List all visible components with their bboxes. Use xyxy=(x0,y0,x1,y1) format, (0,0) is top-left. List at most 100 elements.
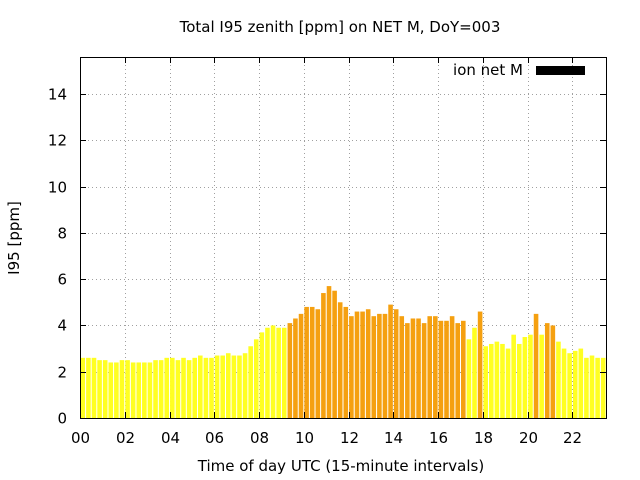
bar xyxy=(371,316,377,418)
bar xyxy=(136,362,142,418)
bar xyxy=(259,332,265,418)
bar xyxy=(158,360,164,418)
bar xyxy=(595,357,600,418)
bar xyxy=(231,355,237,418)
bar xyxy=(421,323,427,418)
bar xyxy=(572,350,578,418)
bar xyxy=(466,339,472,418)
bar xyxy=(170,357,175,418)
y-axis: 0 2 4 6 8 10 12 14 xyxy=(48,86,606,428)
bar xyxy=(102,360,108,418)
bar xyxy=(293,318,298,418)
bar xyxy=(114,362,119,418)
x-tick-label: 22 xyxy=(563,429,582,447)
bar xyxy=(153,360,158,418)
bar xyxy=(281,327,287,418)
y-tick-label: 6 xyxy=(57,271,67,289)
bar xyxy=(455,323,461,418)
x-tick-label: 04 xyxy=(161,429,180,447)
bar xyxy=(287,323,293,418)
bar xyxy=(600,357,606,418)
y-tick-label: 12 xyxy=(48,132,67,150)
bar xyxy=(399,316,405,418)
bar xyxy=(326,286,332,418)
bar xyxy=(321,293,326,418)
bar xyxy=(477,311,483,418)
bar xyxy=(393,309,399,418)
bar xyxy=(343,306,349,418)
legend-label: ion net M xyxy=(453,61,523,79)
bar xyxy=(365,309,371,418)
x-tick-label: 06 xyxy=(205,429,224,447)
bar xyxy=(253,339,259,418)
x-tick-label: 20 xyxy=(519,429,538,447)
bar xyxy=(220,355,225,418)
bar xyxy=(405,323,410,418)
bar xyxy=(203,357,209,418)
bar xyxy=(567,353,572,418)
bar xyxy=(315,309,321,418)
bar xyxy=(584,357,589,418)
bar xyxy=(528,334,533,418)
y-tick-label: 8 xyxy=(57,225,67,243)
y-tick-label: 10 xyxy=(48,179,67,197)
chart-title: Total I95 zenith [ppm] on NET M, DoY=003 xyxy=(179,18,501,36)
bar xyxy=(544,323,550,418)
x-tick-label: 12 xyxy=(340,429,359,447)
bar xyxy=(550,325,556,418)
bar xyxy=(270,325,276,418)
bar xyxy=(516,343,522,418)
bar xyxy=(91,357,97,418)
bar xyxy=(276,327,281,418)
bar xyxy=(500,343,505,418)
bar xyxy=(382,313,388,418)
bar xyxy=(589,355,595,418)
bar xyxy=(108,362,114,418)
bar xyxy=(242,353,248,418)
bar xyxy=(444,320,449,418)
y-tick-label: 0 xyxy=(57,410,67,428)
bar xyxy=(416,318,421,418)
bar xyxy=(556,341,561,418)
bar xyxy=(472,327,477,418)
bar xyxy=(332,290,337,418)
bar xyxy=(511,334,516,418)
bar xyxy=(237,355,242,418)
bar xyxy=(86,357,91,418)
bar xyxy=(192,357,198,418)
bar xyxy=(438,320,444,418)
x-tick-label: 02 xyxy=(116,429,135,447)
x-axis-label: Time of day UTC (15-minute intervals) xyxy=(197,457,484,475)
x-tick-label: 18 xyxy=(474,429,493,447)
bar xyxy=(488,343,494,418)
bar xyxy=(225,353,231,418)
bar xyxy=(97,360,102,418)
bar xyxy=(119,360,125,418)
bar xyxy=(410,318,416,418)
x-tick-label: 00 xyxy=(71,429,90,447)
bar xyxy=(130,362,136,418)
bar xyxy=(186,360,192,418)
bar xyxy=(427,316,433,418)
bar xyxy=(533,313,539,418)
bar xyxy=(354,311,360,418)
bar xyxy=(433,316,438,418)
bar xyxy=(522,337,528,418)
x-axis: 00 02 04 06 08 10 12 14 16 18 20 22 xyxy=(71,57,582,447)
bar xyxy=(461,320,466,418)
y-tick-label: 2 xyxy=(57,364,67,382)
bar xyxy=(181,357,186,418)
bar xyxy=(147,362,153,418)
bar xyxy=(248,346,253,418)
x-tick-label: 14 xyxy=(384,429,403,447)
plot-frame xyxy=(80,57,607,419)
bar xyxy=(388,304,393,418)
legend: ion net M xyxy=(453,61,585,79)
bars xyxy=(80,286,606,418)
bar xyxy=(298,313,304,418)
y-tick-label: 14 xyxy=(48,86,67,104)
legend-swatch xyxy=(536,66,585,75)
bar xyxy=(377,313,382,418)
bar xyxy=(483,346,488,418)
